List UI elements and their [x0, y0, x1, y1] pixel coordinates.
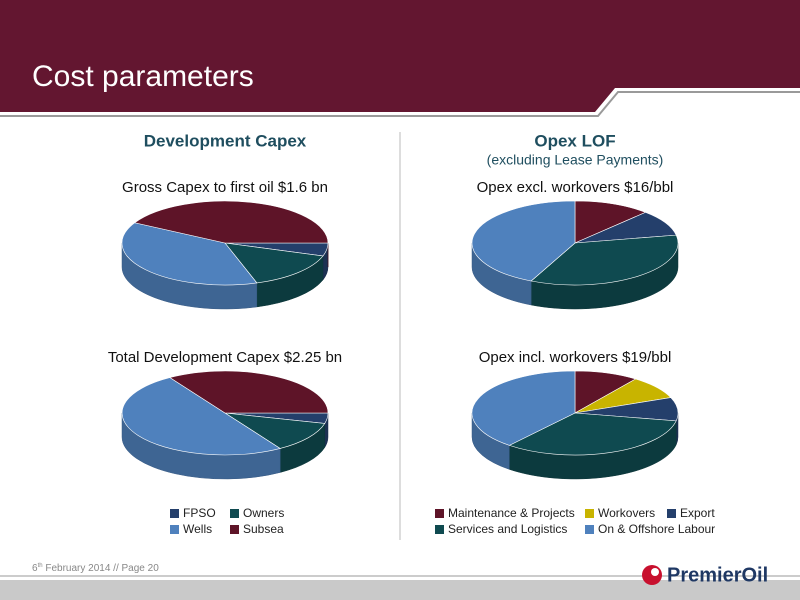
legend-label: Export	[680, 506, 715, 520]
footer-rest: February 2014 // Page 20	[43, 563, 160, 574]
left-heading: Development Capex	[144, 131, 307, 150]
legend-swatch	[585, 509, 594, 518]
chart-title: Gross Capex to first oil $1.6 bn	[122, 179, 328, 196]
logo-mark-inner	[651, 568, 659, 576]
legend-label: Owners	[243, 506, 284, 520]
pie-slice	[508, 412, 677, 456]
right-heading: Opex LOF	[534, 131, 615, 150]
legend-label: FPSO	[183, 506, 216, 520]
footer-day: 6	[32, 563, 38, 574]
legend-swatch	[230, 509, 239, 518]
pie-slice	[574, 200, 647, 244]
pie-tops	[471, 370, 679, 456]
pie-tops	[121, 200, 329, 286]
pie-tops	[121, 370, 329, 456]
header-rule	[0, 91, 800, 117]
right-subheading: (excluding Lease Payments)	[487, 152, 664, 168]
pies: Gross Capex to first oil $1.6 bn Total De…	[108, 179, 679, 480]
header-band	[0, 0, 800, 112]
footer-suffix: th	[38, 563, 43, 569]
slide-title: Cost parameters	[32, 60, 254, 93]
pie-slice	[121, 222, 258, 286]
footer-bar	[0, 580, 800, 600]
pie-slice	[471, 370, 576, 446]
legend-swatch	[435, 525, 444, 534]
legend-swatch	[667, 509, 676, 518]
pie-slice	[471, 200, 576, 282]
chart-title: Opex excl. workovers $16/bbl	[477, 179, 674, 196]
legend-swatch	[230, 525, 239, 534]
legends: FPSO Owners Wells Subsea Maintenance & P…	[170, 506, 715, 536]
pie-tops	[471, 200, 679, 286]
legend-swatch	[170, 509, 179, 518]
legend-swatch	[170, 525, 179, 534]
pie-slice	[224, 412, 326, 449]
legend-label: Maintenance & Projects	[448, 506, 575, 520]
legend-label: Services and Logistics	[448, 522, 567, 536]
chart-title: Total Development Capex $2.25 bn	[108, 349, 342, 366]
pie-slice	[134, 200, 329, 244]
logo-text: PremierOil	[667, 564, 768, 586]
footer-text: 6th February 2014 // Page 20	[32, 563, 159, 574]
legend-label: Wells	[183, 522, 212, 536]
logo-mark	[642, 565, 662, 585]
pie-slice	[530, 234, 679, 286]
pie-slice	[169, 370, 329, 414]
legend-label: Workovers	[598, 506, 655, 520]
legend-swatch	[585, 525, 594, 534]
legend-label: On & Offshore Labour	[598, 522, 715, 536]
legend-swatch	[435, 509, 444, 518]
chart-title: Opex incl. workovers $19/bbl	[479, 349, 672, 366]
pie-slice	[224, 242, 324, 284]
legend-label: Subsea	[243, 522, 284, 536]
pie-slice	[121, 377, 281, 456]
